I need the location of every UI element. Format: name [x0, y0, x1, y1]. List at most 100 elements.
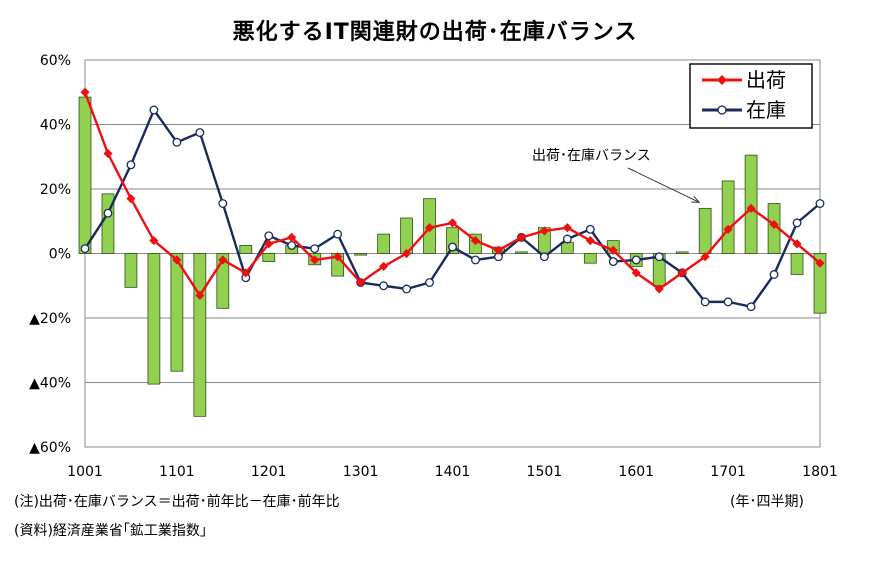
bar-balance-4 — [170, 253, 184, 372]
bar-balance-27 — [698, 207, 712, 254]
point-inventory-23 — [608, 257, 618, 267]
point-inventory-14 — [402, 284, 412, 294]
point-shipment-16 — [447, 218, 458, 228]
legend-box — [689, 63, 813, 129]
footnote-source: (資料)経済産業省｢鉱工業指数｣ — [14, 523, 207, 539]
x-tick-label: 1201 — [251, 464, 287, 480]
legend-label-inventory: 在庫 — [746, 98, 786, 122]
bar-balance-13 — [377, 233, 390, 254]
point-inventory-5 — [195, 128, 205, 138]
y-tick-label: ▲40% — [29, 376, 71, 392]
point-shipment-7 — [241, 268, 251, 278]
point-shipment-9 — [287, 232, 297, 242]
point-inventory-22 — [585, 224, 595, 234]
point-shipment-0 — [80, 87, 90, 97]
point-inventory-8 — [264, 231, 274, 241]
point-shipment-12 — [356, 277, 366, 288]
point-inventory-15 — [425, 278, 434, 287]
point-shipment-11 — [333, 252, 343, 262]
point-inventory-28 — [723, 297, 733, 307]
point-shipment-8 — [264, 239, 274, 249]
point-inventory-29 — [746, 302, 756, 312]
bar-balance-26 — [675, 251, 689, 254]
chart-title: 悪化するIT関連財の出荷･在庫バランス — [232, 20, 638, 45]
y-tick-label: 40% — [40, 118, 71, 134]
annotation-label: 出荷･在庫バランス — [532, 147, 651, 164]
point-shipment-5 — [195, 290, 205, 300]
bar-balance-16 — [446, 227, 459, 254]
bar-balance-28 — [721, 180, 735, 254]
point-inventory-17 — [471, 255, 480, 265]
point-shipment-30 — [769, 219, 779, 230]
point-shipment-21 — [562, 223, 572, 233]
point-shipment-20 — [539, 226, 549, 236]
x-tick-label: 1801 — [802, 464, 838, 480]
point-shipment-1 — [103, 148, 113, 159]
bar-balance-8 — [262, 253, 276, 262]
point-shipment-27 — [700, 252, 710, 262]
legend-label-shipment: 出荷 — [746, 68, 786, 92]
point-inventory-24 — [631, 255, 641, 265]
bar-balance-22 — [583, 253, 597, 264]
point-shipment-6 — [218, 255, 228, 265]
x-tick-label: 1701 — [710, 464, 746, 480]
point-shipment-32 — [815, 258, 825, 268]
point-inventory-16 — [448, 242, 457, 252]
legend-marker-inventory — [717, 105, 727, 115]
bar-balance-2 — [124, 253, 138, 288]
point-shipment-25 — [654, 284, 664, 294]
point-inventory-32 — [815, 199, 825, 208]
point-shipment-18 — [493, 245, 504, 255]
point-shipment-4 — [172, 255, 182, 265]
bar-balance-3 — [147, 253, 161, 385]
point-inventory-4 — [172, 137, 182, 147]
annotation-arrow-line — [627, 167, 700, 203]
bar-balance-21 — [560, 241, 574, 254]
point-shipment-28 — [723, 224, 733, 234]
point-inventory-13 — [379, 281, 389, 291]
bar-balance-32 — [813, 253, 827, 314]
point-inventory-9 — [287, 240, 297, 250]
point-inventory-3 — [149, 105, 159, 115]
point-shipment-17 — [470, 236, 481, 246]
point-shipment-14 — [401, 248, 412, 259]
point-inventory-6 — [218, 199, 228, 208]
y-tick-label: 20% — [40, 182, 71, 198]
footnote-definition: (注)出荷･在庫バランス＝出荷･前年比－在庫･前年比 — [14, 494, 340, 510]
y-tick-label: 0% — [49, 247, 71, 263]
point-inventory-30 — [769, 270, 779, 279]
y-tick-label: ▲20% — [29, 311, 71, 327]
x-tick-label: 1001 — [67, 464, 103, 480]
x-tick-label: 1601 — [618, 464, 654, 480]
x-axis-unit-label: (年･四半期) — [730, 494, 804, 510]
x-tick-label: 1101 — [159, 464, 195, 480]
point-shipment-23 — [608, 245, 618, 255]
point-shipment-10 — [310, 255, 320, 265]
point-shipment-24 — [631, 268, 641, 278]
point-inventory-11 — [333, 229, 343, 239]
x-tick-label: 1401 — [435, 464, 471, 480]
point-shipment-31 — [792, 239, 802, 249]
bar-balance-31 — [790, 253, 804, 275]
bar-balance-6 — [216, 253, 230, 309]
point-inventory-0 — [80, 244, 90, 254]
point-inventory-20 — [539, 252, 549, 262]
point-inventory-1 — [103, 208, 113, 218]
point-shipment-22 — [585, 236, 595, 246]
point-shipment-3 — [149, 236, 159, 246]
point-shipment-2 — [126, 194, 136, 204]
point-shipment-13 — [379, 261, 389, 271]
point-inventory-2 — [126, 160, 136, 170]
bar-balance-5 — [193, 253, 207, 417]
point-shipment-29 — [746, 203, 756, 213]
point-inventory-21 — [562, 234, 572, 244]
point-shipment-15 — [424, 223, 435, 233]
point-inventory-25 — [654, 252, 664, 262]
y-tick-label: 60% — [40, 53, 71, 69]
annotation-arrow-head — [691, 196, 701, 203]
point-shipment-26 — [677, 268, 687, 278]
point-inventory-27 — [700, 297, 710, 307]
legend-marker-shipment — [717, 75, 727, 85]
